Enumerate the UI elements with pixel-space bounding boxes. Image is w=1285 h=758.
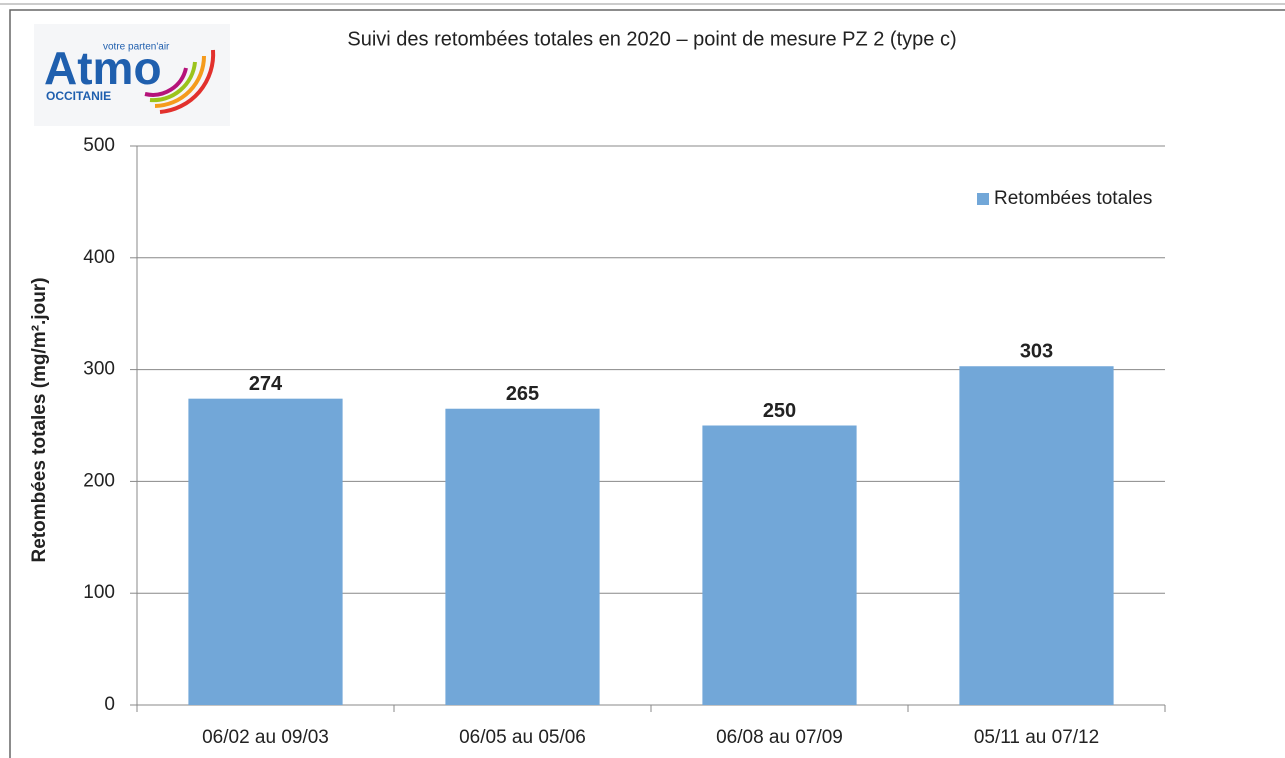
y-tick-label: 400 <box>83 247 115 268</box>
logo-arc <box>149 61 197 103</box>
y-tick-label: 100 <box>83 582 115 603</box>
chart-title: Suivi des retombées totales en 2020 – po… <box>347 28 956 50</box>
bar <box>188 398 343 705</box>
bar <box>959 366 1114 705</box>
logo-arc <box>159 49 216 114</box>
legend-label: Retombées totales <box>994 188 1152 209</box>
x-tick-label: 06/08 au 07/09 <box>716 727 843 748</box>
data-label: 250 <box>763 400 796 422</box>
y-tick-label: 300 <box>83 359 115 380</box>
y-tick-label: 0 <box>104 694 115 715</box>
logo-arc <box>154 55 206 108</box>
logo-name: Atmo <box>44 42 162 94</box>
data-label: 274 <box>249 373 283 395</box>
legend-swatch <box>977 193 989 205</box>
y-tick-label: 500 <box>83 135 115 156</box>
frame <box>9 9 1285 758</box>
logo: Atmo votre parten'air OCCITANIE <box>34 24 230 126</box>
x-tick-label: 06/02 au 09/03 <box>202 727 329 748</box>
logo-background <box>34 24 230 126</box>
bar <box>445 408 600 705</box>
y-axis-label: Retombées totales (mg/m².jour) <box>29 277 50 562</box>
data-label: 265 <box>506 383 539 405</box>
x-tick-label: 06/05 au 05/06 <box>459 727 586 748</box>
logo-tagline: votre parten'air <box>103 42 170 53</box>
bar <box>702 425 857 705</box>
y-tick-label: 200 <box>83 470 115 491</box>
x-tick-label: 05/11 au 07/12 <box>974 727 1099 748</box>
logo-region: OCCITANIE <box>46 89 111 103</box>
data-label: 303 <box>1020 341 1053 363</box>
logo-arc <box>144 67 188 97</box>
